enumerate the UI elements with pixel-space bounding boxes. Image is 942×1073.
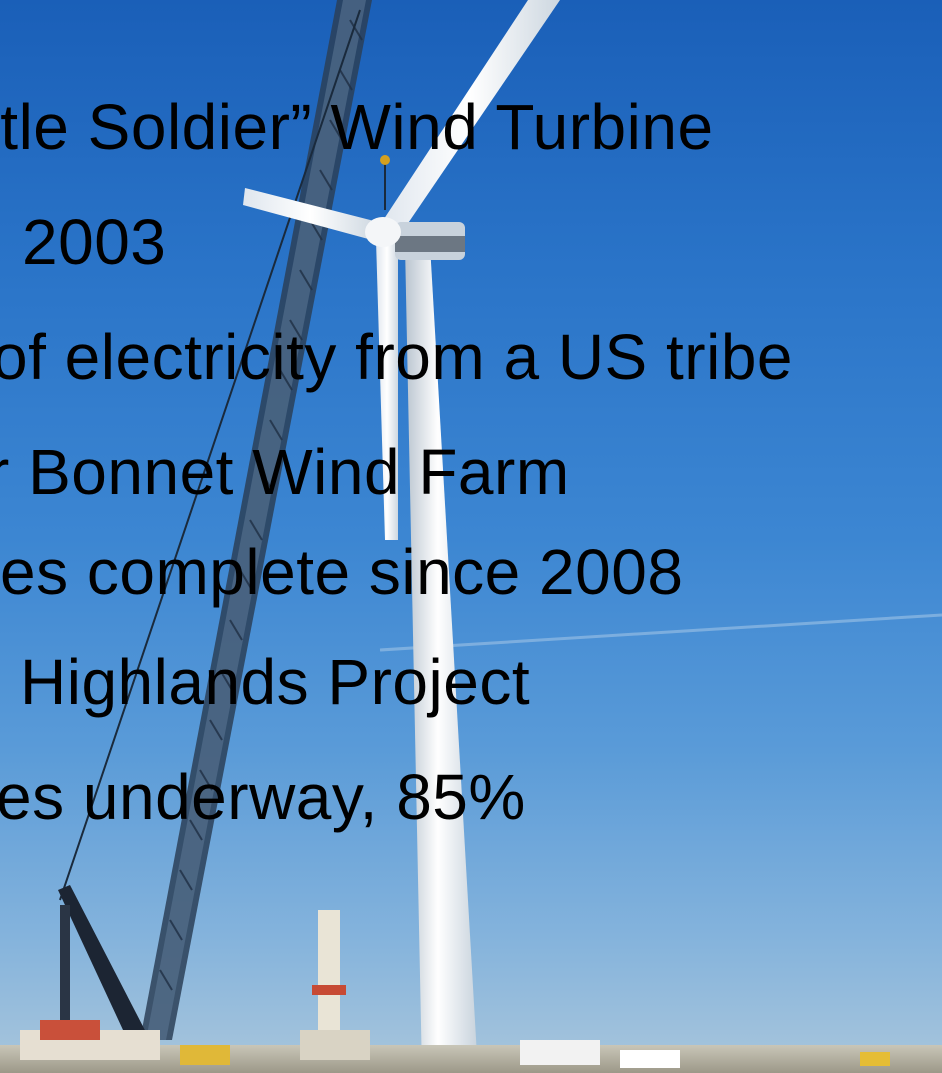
slide-line-5: es complete since 2008: [0, 536, 684, 608]
crane-boom: [58, 0, 390, 1045]
slide-line-1: ttle Soldier” Wind Turbine: [0, 91, 714, 163]
slide-line-7: es underway, 85%: [0, 761, 526, 833]
construction-equipment: [20, 910, 890, 1068]
slide-line-6: Highlands Project: [20, 646, 531, 718]
turbine-tower: [405, 245, 478, 1073]
contrail: [379, 613, 942, 652]
slide-line-4: r Bonnet Wind Farm: [0, 436, 570, 508]
turbine-rotor: [243, 0, 560, 540]
slide-line-3: of electricity from a US tribe: [0, 321, 793, 393]
slide-line-2: 2003: [22, 206, 167, 278]
